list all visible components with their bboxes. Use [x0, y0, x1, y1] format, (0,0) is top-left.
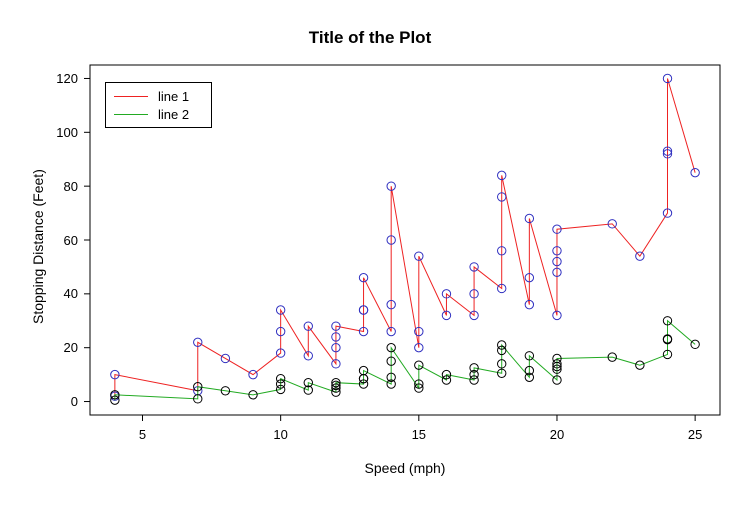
y-tick-label: 100: [28, 125, 78, 140]
y-tick-label: 40: [28, 286, 78, 301]
legend: line 1 line 2: [105, 82, 212, 128]
legend-entry: line 1: [114, 89, 189, 104]
legend-label: line 2: [158, 107, 189, 122]
x-tick-label: 15: [399, 427, 439, 442]
legend-entry: line 2: [114, 107, 189, 122]
x-tick-label: 20: [537, 427, 577, 442]
x-tick-label: 10: [261, 427, 301, 442]
legend-label: line 1: [158, 89, 189, 104]
y-tick-label: 0: [28, 394, 78, 409]
legend-swatch: [114, 96, 148, 97]
y-tick-label: 60: [28, 233, 78, 248]
legend-swatch: [114, 114, 148, 115]
y-tick-label: 80: [28, 179, 78, 194]
y-tick-label: 20: [28, 340, 78, 355]
chart-container: Title of the Plot Stopping Distance (Fee…: [0, 0, 740, 508]
plot-svg: [0, 0, 740, 508]
x-tick-label: 25: [675, 427, 715, 442]
y-tick-label: 120: [28, 71, 78, 86]
x-tick-label: 5: [123, 427, 163, 442]
